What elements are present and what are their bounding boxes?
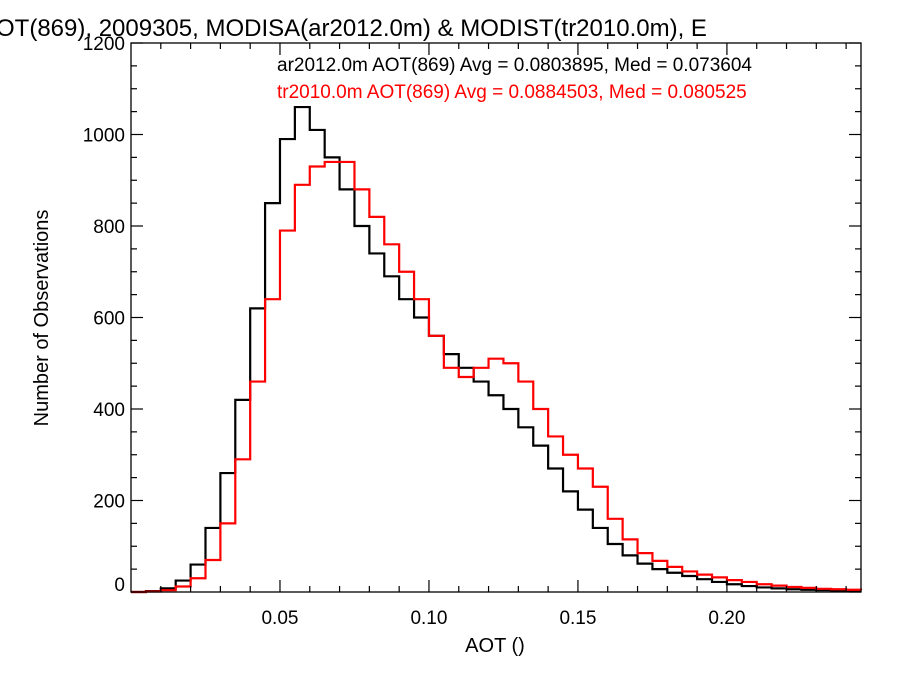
axis-ticks: 0.05 0.10 0.15 0.20 0 200 400 600 800 1000 1200 — [83, 34, 861, 629]
y-axis-label: Number of Observations — [31, 210, 53, 427]
x-tick-label: 0.10 — [410, 608, 447, 629]
plot-frame — [130, 42, 862, 593]
legend-entry-tr2010: tr2010.0m AOT(869) Avg = 0.0884503, Med … — [277, 82, 747, 103]
series-line-tr2010-0m — [131, 160, 863, 594]
x-tick-label: 0.05 — [261, 608, 298, 629]
plot-series — [131, 105, 863, 594]
y-tick-label: 400 — [93, 400, 125, 421]
y-tick-label: 200 — [93, 492, 125, 513]
chart-title: OT(869), 2009305, MODISA(ar2012.0m) & MO… — [0, 15, 707, 42]
legend-entry-ar2012: ar2012.0m AOT(869) Avg = 0.0803895, Med … — [277, 55, 752, 76]
series-line-ar2012-0m — [131, 105, 861, 594]
y-tick-label: 800 — [93, 217, 125, 238]
y-tick-label: 0 — [114, 575, 125, 596]
y-tick-label: 600 — [93, 309, 125, 330]
y-tick-label: 1000 — [83, 126, 125, 147]
x-tick-label: 0.15 — [559, 608, 596, 629]
x-axis-label: AOT () — [465, 635, 525, 657]
x-tick-label: 0.20 — [708, 608, 745, 629]
y-tick-label: 1200 — [83, 34, 125, 55]
